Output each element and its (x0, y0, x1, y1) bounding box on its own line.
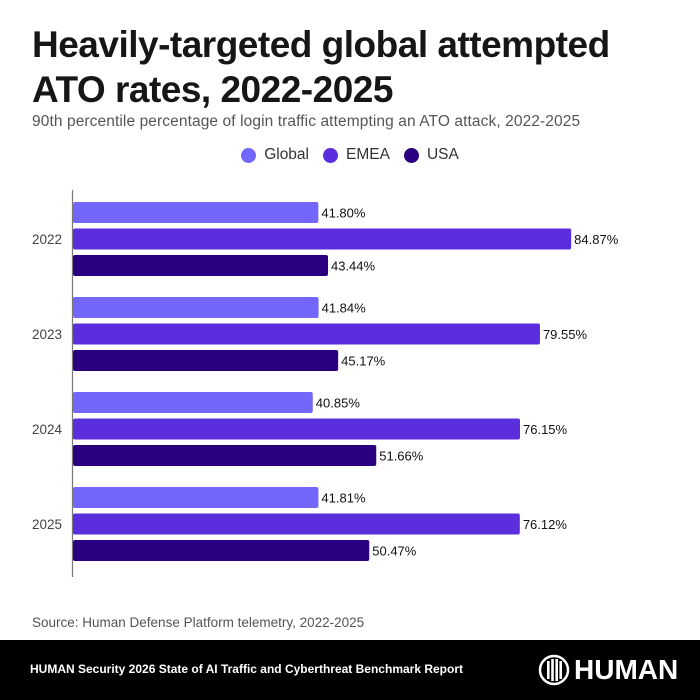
legend-label-emea: EMEA (346, 146, 390, 163)
data-label: 76.12% (523, 517, 568, 532)
legend-swatch-global (241, 147, 257, 163)
data-label: 76.15% (523, 422, 568, 437)
y-tick-label: 2023 (32, 327, 62, 342)
data-label: 84.87% (574, 232, 619, 247)
legend: Global EMEA USA (0, 146, 700, 164)
legend-item-usa: USA (403, 146, 459, 164)
bar-global-2022 (73, 202, 319, 223)
data-label: 41.80% (321, 206, 366, 221)
bar-emea-2025 (73, 513, 520, 535)
bar-global-2024 (73, 392, 313, 413)
bar-emea-2023 (73, 323, 540, 345)
data-label: 40.85% (316, 396, 361, 411)
source-note: Source: Human Defense Platform telemetry… (32, 615, 365, 630)
bar-usa-2025 (73, 540, 370, 561)
y-tick-label: 2024 (32, 422, 63, 437)
data-label: 50.47% (372, 544, 417, 559)
footer-report-title: HUMAN Security 2026 State of AI Traffic … (30, 662, 464, 676)
legend-swatch-usa (403, 147, 419, 163)
legend-item-emea: EMEA (323, 146, 390, 164)
data-label: 45.17% (341, 354, 386, 369)
data-label: 41.84% (322, 301, 367, 316)
bar-emea-2022 (73, 228, 572, 250)
y-tick-label: 2022 (32, 232, 62, 247)
legend-label-usa: USA (426, 146, 459, 163)
footer-bar: HUMAN Security 2026 State of AI Traffic … (0, 640, 700, 700)
logo-wordmark: HUMAN (574, 654, 679, 685)
legend-item-global: Global (241, 146, 309, 164)
chart-title: Heavily-targeted global attempted ATO ra… (32, 24, 610, 110)
human-logo: HUMAN (538, 654, 678, 686)
chart-subtitle: 90th percentile percentage of login traf… (32, 113, 581, 130)
y-tick-label: 2025 (32, 517, 62, 532)
bar-usa-2023 (73, 350, 339, 371)
data-label: 41.81% (321, 491, 366, 506)
data-label: 79.55% (543, 327, 588, 342)
data-label: 43.44% (331, 259, 376, 274)
bar-usa-2022 (73, 255, 328, 276)
data-label: 51.66% (379, 449, 424, 464)
bar-emea-2024 (73, 418, 521, 440)
bar-global-2023 (73, 297, 319, 318)
legend-label-global: Global (264, 146, 309, 163)
human-logo-icon (538, 654, 570, 686)
bar-usa-2024 (73, 445, 377, 466)
bar-chart: 2022 41.80% 84.87% 43.44% 2023 41.84% 79.55% 45… (32, 190, 619, 577)
bar-global-2025 (73, 487, 319, 508)
legend-swatch-emea (323, 147, 338, 163)
